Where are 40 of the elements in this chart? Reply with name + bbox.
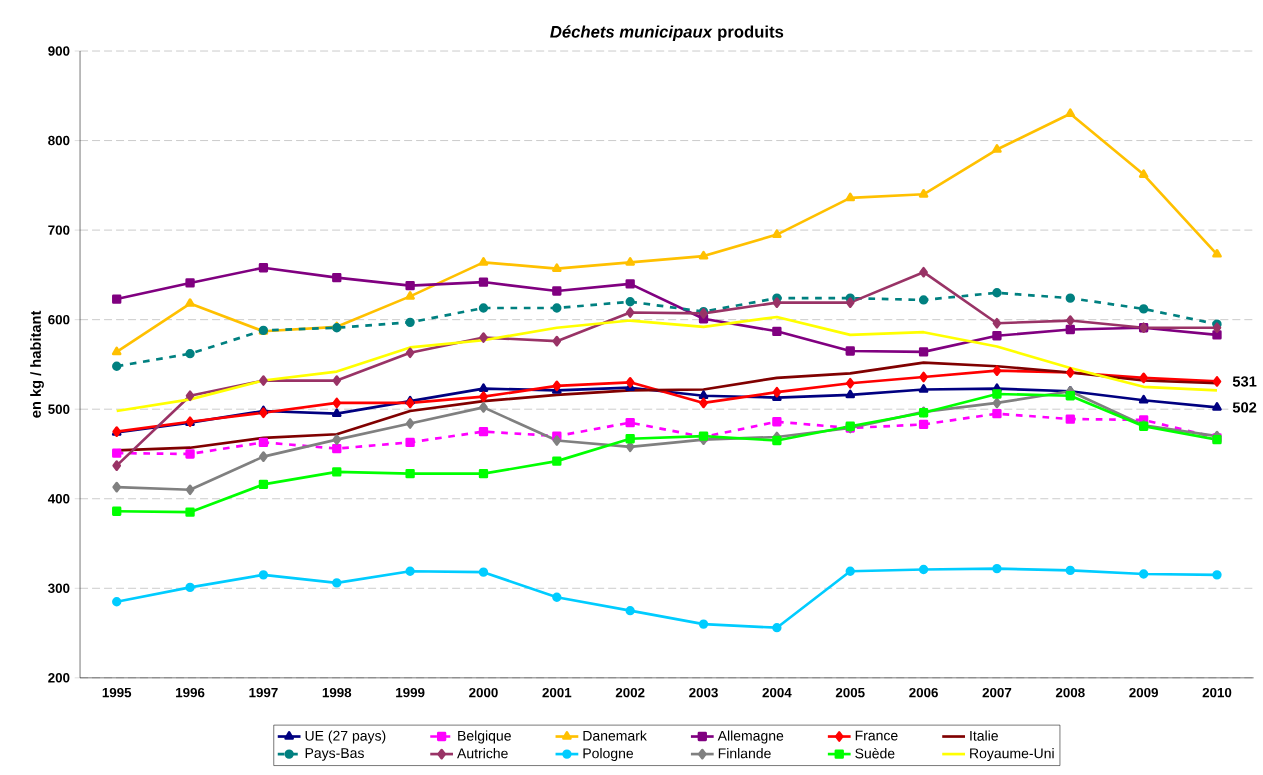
x-tick-label: 1995	[102, 687, 132, 698]
y-tick-label: 300	[48, 583, 70, 594]
annotation: 531	[1232, 376, 1257, 387]
y-axis-title: en kg / habitant	[30, 310, 44, 418]
x-tick-label: 2004	[762, 687, 792, 698]
annotation: 502	[1232, 402, 1257, 413]
x-tick-label: 2003	[689, 687, 718, 698]
legend-label: Suède	[855, 747, 895, 759]
x-tick-label: 2001	[542, 687, 572, 698]
legend-label: Royaume-Uni	[970, 748, 1054, 762]
legend-label: France	[855, 730, 898, 741]
x-tick-label: 2005	[835, 687, 865, 698]
chart-title: Déchets municipaux produits	[550, 25, 784, 42]
y-tick-label: 800	[48, 135, 70, 146]
y-tick-label: 400	[47, 494, 70, 504]
x-tick-label: 1997	[249, 687, 278, 698]
legend-label: Allemagne	[717, 730, 784, 744]
legend-label: Pays-Bas	[305, 748, 364, 761]
legend-label: Danemark	[583, 730, 647, 741]
x-tick-label: 2006	[909, 687, 938, 698]
legend-label: Finlande	[718, 748, 771, 759]
legend-label: UE (27 pays)	[305, 730, 386, 744]
x-tick-label: 2007	[982, 687, 1012, 698]
y-tick-label: 700	[48, 225, 70, 235]
x-tick-label: 1998	[322, 687, 352, 698]
y-tick-label: 900	[48, 46, 70, 56]
legend-label: Autriche	[457, 748, 508, 759]
y-tick-label: 500	[48, 404, 70, 414]
x-tick-label: 2000	[469, 687, 498, 698]
x-tick-label: 2010	[1202, 687, 1232, 698]
x-tick-label: 1999	[396, 687, 425, 698]
x-tick-label: 1996	[176, 687, 205, 698]
y-tick-label: 600	[48, 315, 70, 325]
legend-label: Italie	[970, 730, 998, 741]
y-tick-label: 200	[48, 673, 70, 683]
x-tick-label: 2002	[615, 687, 645, 698]
legend-label: Belgique	[458, 730, 511, 744]
x-tick-label: 2009	[1129, 687, 1158, 698]
legend-label: Pologne	[583, 748, 634, 762]
x-tick-label: 2008	[1055, 687, 1085, 698]
